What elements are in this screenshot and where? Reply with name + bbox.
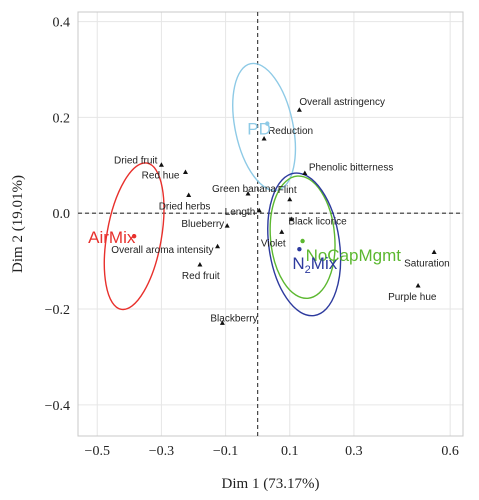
variable-marker-dried-fruit	[158, 162, 164, 167]
group-point-nocapmgmt	[300, 238, 305, 244]
variable-label-reduction: Reduction	[268, 126, 313, 137]
variable-label-black-licorice: Black licorice	[288, 216, 347, 227]
y-axis-title: Dim 2 (19.01%)	[10, 175, 26, 273]
group-point-n2mix	[297, 246, 302, 252]
y-tick-label: −0.2	[45, 303, 70, 318]
variable-label-red-hue: Red hue	[142, 170, 180, 181]
group-label-airmix: AirMix	[88, 228, 136, 247]
confidence-ellipses	[103, 62, 342, 317]
x-tick-label: 0.1	[281, 444, 299, 459]
y-tick-label: 0.4	[53, 16, 71, 31]
x-tick-label: −0.1	[213, 444, 238, 459]
plot-frame	[77, 11, 464, 437]
variable-label-red-fruit: Red fruit	[182, 271, 220, 282]
variable-marker-red-hue	[182, 169, 188, 174]
x-tick-label: 0.6	[441, 444, 459, 459]
x-tick-label: −0.5	[85, 444, 110, 459]
variable-marker-overall-aroma-intensity	[215, 243, 221, 249]
group-point-pd	[265, 121, 270, 126]
y-tick-label: 0.0	[53, 207, 71, 222]
y-tick-label: −0.4	[45, 399, 70, 414]
variable-label-overall-astringency: Overall astringency	[299, 97, 385, 108]
variable-marker-reduction	[261, 135, 267, 141]
variable-marker-flint	[287, 196, 293, 202]
variable-label-overall-aroma-intensity: Overall aroma intensity	[111, 245, 213, 256]
variable-label-saturation: Saturation	[404, 259, 450, 270]
variable-marker-blueberry	[224, 223, 230, 228]
variable-marker-saturation	[431, 249, 437, 255]
group-label-nocapmgmt: NoCapMgmt	[306, 246, 402, 265]
ellipse-nocapmgmt	[269, 175, 336, 300]
variable-marker-dried-herbs	[186, 192, 192, 197]
variable-label-dried-herbs: Dried herbs	[159, 201, 211, 212]
variable-label-length: Length	[225, 207, 256, 218]
variable-label-flint: Flint	[278, 185, 297, 196]
variable-marker-green-banana	[245, 191, 251, 196]
variable-label-blueberry: Blueberry	[181, 219, 224, 230]
variable-label-purple-hue: Purple hue	[388, 292, 437, 303]
variable-marker-overall-astringency	[296, 107, 302, 112]
reference-lines	[78, 12, 463, 436]
variable-marker-phenolic-bitterness	[302, 170, 308, 175]
x-tick-label: 0.3	[345, 444, 363, 459]
group-point-airmix	[131, 234, 137, 239]
variable-label-blackberry: Blackberry	[210, 313, 257, 324]
variable-marker-violet	[279, 229, 285, 234]
variable-marker-black-licorice	[288, 216, 294, 221]
variable-marker-length	[256, 207, 262, 213]
ellipse-n2mix	[267, 172, 342, 317]
group-label-pd: PD	[247, 120, 271, 139]
x-tick-label: −0.3	[149, 444, 174, 459]
ellipse-pd	[232, 62, 297, 192]
tick-labels: −0.5 −0.3 −0.1 0.1 0.3 0.6 0.4 0.2 0.0 −0.2 −0.4	[45, 16, 459, 459]
x-axis-title: Dim 1 (73.17%)	[222, 476, 320, 492]
variable-points: Overall astringency Reduction Phenolic bit…	[111, 97, 450, 325]
variable-label-violet: Violet	[261, 238, 286, 249]
variable-marker-purple-hue	[415, 283, 421, 288]
variable-marker-red-fruit	[197, 261, 203, 267]
y-tick-label: 0.2	[53, 111, 71, 126]
variable-label-dried-fruit: Dried fruit	[114, 155, 158, 166]
variable-label-phenolic-bitterness: Phenolic bitterness	[309, 162, 394, 173]
variable-marker-blackberry	[219, 320, 225, 325]
ellipse-airmix	[103, 162, 165, 311]
group-label-n2mix: N2Mix	[292, 254, 337, 276]
variable-label-green-banana: Green banana	[212, 184, 276, 195]
